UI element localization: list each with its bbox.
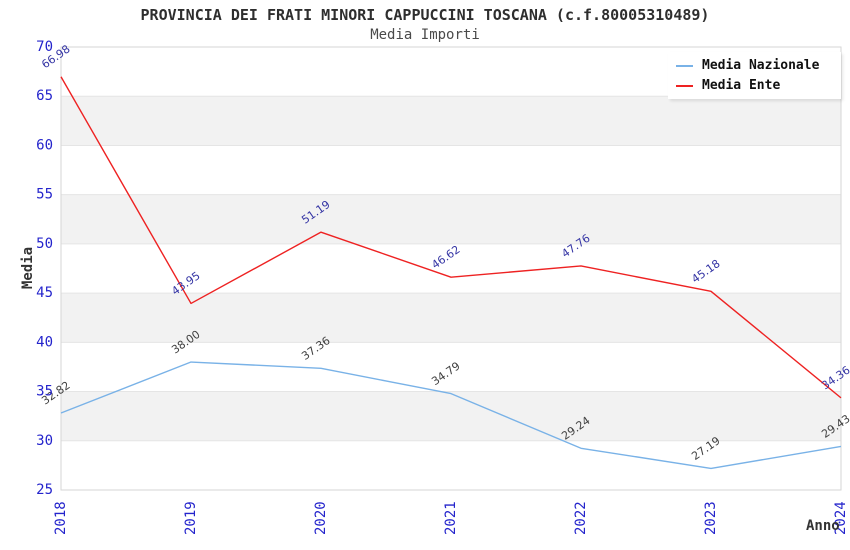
plot-band <box>61 391 841 441</box>
point-label: 45.18 <box>689 257 722 286</box>
y-tick-label: 30 <box>36 433 53 449</box>
x-tick-label: 2023 <box>703 501 719 535</box>
legend-label: Media Ente <box>702 78 781 93</box>
y-tick-label: 55 <box>36 187 53 203</box>
plot-border <box>60 46 842 491</box>
chart-title: PROVINCIA DEI FRATI MINORI CAPPUCCINI TO… <box>140 6 710 24</box>
legend-item-media-nazionale: Media Nazionale <box>676 58 841 73</box>
y-tick-label: 25 <box>36 482 53 498</box>
x-tick-label: 2021 <box>443 501 459 535</box>
legend-label: Media Nazionale <box>702 58 820 73</box>
chart-subtitle: Media Importi <box>370 27 480 43</box>
x-tick-label: 2020 <box>313 501 329 535</box>
plot-band <box>61 293 841 343</box>
y-tick-label: 35 <box>36 384 53 400</box>
plot-band <box>61 96 841 146</box>
x-tick-label: 2018 <box>53 501 69 535</box>
point-label: 46.62 <box>429 243 462 272</box>
y-tick-label: 65 <box>36 88 53 104</box>
y-tick-label: 60 <box>36 137 53 153</box>
legend-swatch-0 <box>676 64 693 67</box>
plot-band <box>61 194 841 244</box>
x-tick-label: 2022 <box>573 501 589 535</box>
y-tick-label: 50 <box>36 236 53 252</box>
point-label: 34.79 <box>429 359 462 388</box>
y-tick-label: 45 <box>36 285 53 301</box>
y-tick-label: 70 <box>36 39 53 55</box>
legend-item-media-ente: Media Ente <box>676 78 841 93</box>
point-label: 34.36 <box>819 364 850 393</box>
y-tick-label: 40 <box>36 334 53 350</box>
x-tick-label: 2019 <box>183 501 199 535</box>
series-line-media-ente <box>60 76 842 399</box>
x-tick-label: 2024 <box>833 501 849 535</box>
legend-box: Media Nazionale Media Ente <box>668 52 841 99</box>
series-line-media-nazionale <box>60 361 842 470</box>
x-axis-title: Anno <box>806 518 840 534</box>
legend-swatch-1 <box>676 84 693 87</box>
